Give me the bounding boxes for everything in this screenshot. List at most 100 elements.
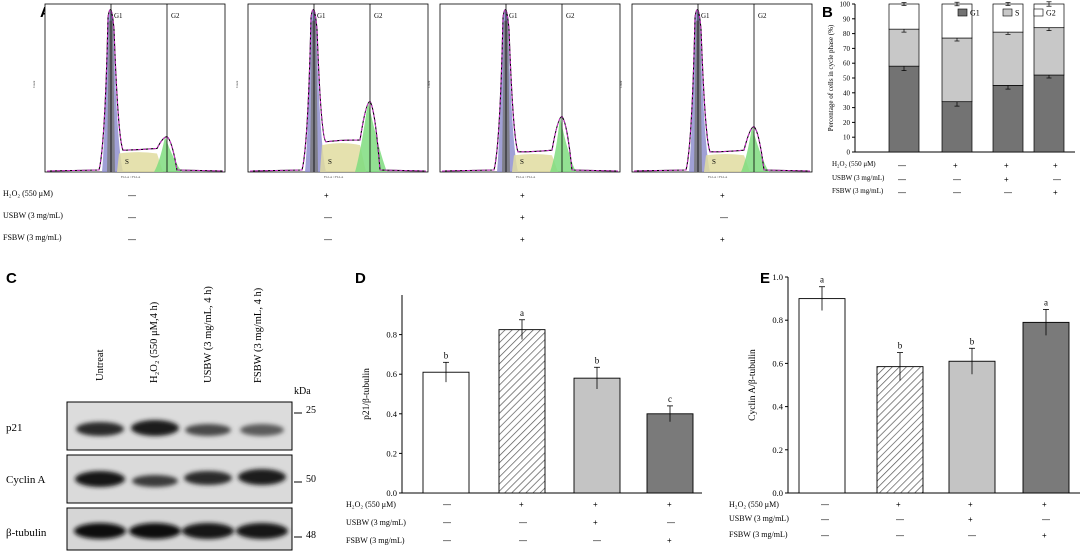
panel-d-bar-0 — [422, 371, 470, 494]
panel-e-y-tick-label: 0.2 — [772, 445, 783, 455]
panel-e-fsbw-label: FSBW (3 mg/mL) — [729, 530, 788, 539]
band-tub-2 — [129, 523, 181, 539]
s-label: S — [125, 158, 129, 166]
panel-b-fsbw-sign-2: — — [1004, 188, 1012, 197]
panel-a-fsbw-sign-0: — — [128, 235, 136, 244]
panel-e-h2o2-label: H₂O₂ (550 μM) — [729, 500, 779, 509]
x-axis-text: FL2-A :: FL2-A — [708, 175, 728, 179]
y-tick-label: 70 — [843, 45, 851, 53]
y-tick-label: 40 — [843, 89, 851, 97]
panel-d-sig-letter: b — [444, 350, 449, 360]
panel-e-sig-letter: b — [970, 336, 975, 346]
panel-e-h2o2-sign-2: + — [968, 500, 973, 509]
bar-G1-0 — [888, 65, 920, 153]
kda-cyclin-a: 50 — [306, 474, 316, 485]
panel-d-sig-letter: c — [668, 394, 672, 404]
panel-a-h2o2-sign-3: + — [720, 191, 725, 200]
y-axis-text: Count — [32, 80, 36, 88]
panel-a-usbw-sign-1: — — [324, 213, 332, 222]
panel-e-sig-letter: b — [898, 341, 903, 351]
g2-fill — [741, 126, 769, 172]
panel-d-fsbw-label: FSBW (3 mg/mL) — [346, 536, 405, 545]
band-p21-4 — [240, 424, 284, 436]
panel-d-y-tick-label: 0.6 — [386, 369, 397, 379]
panel-d-usbw-sign-0: — — [443, 518, 451, 527]
panel-b-usbw-label: USBW (3 mg/mL) — [832, 174, 885, 182]
band-tub-4 — [236, 523, 288, 539]
g2-fill — [550, 116, 576, 172]
panel-label-b: B — [822, 4, 833, 21]
panel-e-sig-letter: a — [820, 275, 824, 285]
panel-e-h2o2-sign-0: — — [821, 500, 829, 509]
g2-fill — [154, 136, 182, 172]
panel-d-bar-1 — [498, 329, 546, 494]
panel-d-y-axis-title: p21/β-tubulin — [362, 368, 372, 420]
g2-label: G2 — [171, 12, 180, 20]
panel-d-bar-3 — [646, 413, 694, 494]
panel-e-usbw-sign-1: — — [896, 515, 904, 524]
panel-a-h2o2-sign-1: + — [324, 191, 329, 200]
panel-d-h2o2-sign-3: + — [667, 500, 672, 509]
panel-e-fsbw-sign-0: — — [821, 531, 829, 540]
bar-S-3 — [1033, 27, 1065, 76]
panel-e-bar-1 — [876, 366, 924, 494]
panel-b-fsbw-sign-0: — — [898, 188, 906, 197]
panel-a-fsbw-sign-2: + — [520, 235, 525, 244]
panel-d-sig-letter: a — [520, 308, 524, 318]
panel-b-fsbw-sign-3: + — [1053, 188, 1058, 197]
histogram-frame — [631, 3, 813, 173]
y-tick-label: 30 — [843, 104, 851, 112]
panel-a-usbw-sign-3: — — [720, 213, 728, 222]
kda-b-tubulin: 48 — [306, 530, 316, 541]
band-p21-3 — [185, 424, 231, 436]
panel-e-usbw-sign-2: + — [968, 515, 973, 524]
panel-d-usbw-label: USBW (3 mg/mL) — [346, 518, 406, 527]
bar-G2-0 — [888, 3, 920, 30]
panel-b-usbw-sign-1: — — [953, 175, 961, 184]
y-tick-label: 10 — [843, 134, 851, 142]
y-tick-label: 20 — [843, 119, 851, 127]
y-tick-label: 0 — [847, 149, 851, 157]
panel-b-fsbw-label: FSBW (3 mg/mL) — [832, 187, 884, 195]
panel-label-e: E — [760, 270, 771, 287]
panel-e-usbw-label: USBW (3 mg/mL) — [729, 514, 789, 523]
panel-d-usbw-sign-3: — — [667, 518, 675, 527]
panel-d-h2o2-sign-2: + — [593, 500, 598, 509]
panel-label-c: C — [6, 270, 17, 287]
bar-G1-1 — [941, 101, 973, 153]
g2-label: G2 — [374, 12, 383, 20]
bar-S-1 — [941, 37, 973, 103]
s-label: S — [328, 158, 332, 166]
panel-e-bar-2 — [948, 360, 996, 494]
panel-e-sig-letter: a — [1044, 297, 1048, 307]
panel-e-bar-0 — [798, 298, 846, 494]
panel-a-h2o2-label: H₂O₂ (550 μM) — [3, 189, 53, 198]
panel-e-h2o2-sign-3: + — [1042, 500, 1047, 509]
panel-b-fsbw-sign-1: — — [953, 188, 961, 197]
band-cyca-4 — [238, 469, 286, 485]
g1-label: G1 — [317, 12, 326, 20]
panel-d-h2o2-sign-1: + — [519, 500, 524, 509]
legend-label-G2: G2 — [1046, 9, 1056, 18]
histogram-frame — [44, 3, 226, 173]
bar-G2-2 — [992, 3, 1024, 33]
bar-G1-3 — [1033, 74, 1065, 153]
kda-p21: 25 — [306, 405, 316, 416]
panel-e-y-axis-title: Cyclin A/β-tubulin — [748, 349, 758, 421]
panel-d-fsbw-sign-1: — — [519, 536, 527, 545]
legend-label-G1: G1 — [970, 9, 980, 18]
panel-d-y-tick-label: 0.8 — [386, 330, 397, 340]
blot-row-b-tubulin: β-tubulin — [6, 527, 47, 539]
panel-d-y-tick-label: 0.2 — [386, 448, 397, 458]
panel-b-h2o2-sign-3: + — [1053, 161, 1058, 170]
panel-a-fsbw-label: FSBW (3 mg/mL) — [3, 233, 62, 242]
blot-row-p21: p21 — [6, 422, 23, 434]
legend-swatch-G2 — [1033, 8, 1044, 17]
panel-e-y-tick-label: 0.8 — [772, 315, 783, 325]
